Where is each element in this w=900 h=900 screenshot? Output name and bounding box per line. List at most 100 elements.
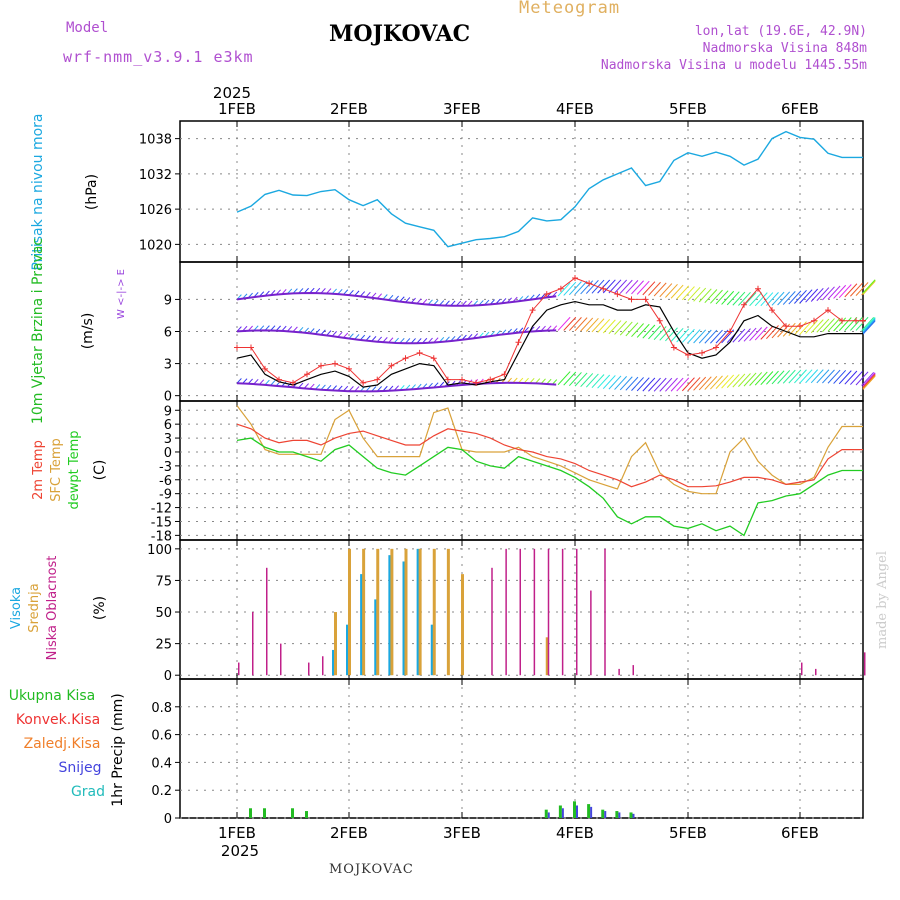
cloud-bar <box>815 668 817 676</box>
y-tick-label: 50 <box>155 606 172 621</box>
wind-barb <box>782 291 796 305</box>
temp-unit: (C) <box>92 460 108 481</box>
y-tick-label: 0.6 <box>151 729 172 744</box>
cloud-bar <box>360 574 364 676</box>
precip-bar <box>629 812 633 818</box>
wind-barb <box>777 370 791 384</box>
cloud-bar <box>238 662 240 676</box>
snow-bar <box>576 805 578 818</box>
wind-barb <box>850 282 863 297</box>
precip-bar <box>291 808 294 818</box>
wind-gust-marker <box>416 349 423 356</box>
wind-barb <box>574 280 588 295</box>
precip-bar <box>544 809 548 818</box>
snow-bar <box>632 813 635 818</box>
wind-barb <box>794 289 807 304</box>
wind-barb <box>805 288 819 303</box>
wind-barb <box>659 283 673 298</box>
wind-barb <box>827 317 841 332</box>
wind-barb <box>698 376 712 391</box>
cloud-bar <box>545 637 549 676</box>
wind-gust-marker <box>670 344 677 351</box>
precip-bar <box>305 811 308 818</box>
y-tick-label: 75 <box>155 574 172 589</box>
wind-barb <box>715 329 729 344</box>
cloud-bar <box>533 548 536 676</box>
wind-barb <box>625 376 639 391</box>
cloud-bar <box>432 548 436 676</box>
wind-barb <box>636 280 650 295</box>
snow-bar <box>561 808 564 818</box>
wind-barb <box>749 372 763 386</box>
wind-barb <box>625 280 639 294</box>
wind-barb <box>810 369 824 384</box>
wind-gust-marker <box>628 296 635 303</box>
pressure-unit: (hPa) <box>84 174 100 210</box>
precip-bar <box>249 808 252 818</box>
day-label-bottom: 1FEB <box>218 824 256 842</box>
precip-bar <box>615 811 619 818</box>
cloud-bar <box>864 652 866 676</box>
cloud-bar <box>446 548 450 676</box>
wind-barb <box>749 327 763 342</box>
wind-barb <box>687 329 701 344</box>
wind-barb <box>693 329 707 344</box>
y-tick-label: 0.4 <box>151 756 172 771</box>
wind-barb <box>670 284 684 299</box>
day-label-top: 6FEB <box>781 100 819 118</box>
cloud-bar <box>266 567 268 676</box>
wind-barb <box>704 329 718 344</box>
model-elevation-label: Nadmorska Visina u modelu 1445.55m <box>600 58 867 73</box>
wind-barb <box>710 289 723 304</box>
wind-barb <box>732 328 746 343</box>
wind-barb <box>850 371 863 385</box>
y-tick-label: -6 <box>159 474 172 489</box>
day-label-bottom: 2FEB <box>330 824 368 842</box>
wind-gust-marker <box>600 285 607 292</box>
cloud-bar <box>519 548 521 676</box>
wind-gust-marker <box>430 355 437 362</box>
wind-barb <box>557 282 571 297</box>
wind-gust-marker <box>685 352 691 359</box>
wind-barb <box>862 320 876 335</box>
wind-gust-marker <box>656 317 663 324</box>
wind-barb <box>676 377 690 392</box>
wind-barb <box>844 370 858 385</box>
wind-barb <box>738 373 751 387</box>
wind-barb <box>788 290 802 305</box>
cloud-bar <box>547 548 550 676</box>
lonlat-label: lon,lat (19.6E, 42.9N) <box>694 24 867 39</box>
y-tick-label: 0 <box>164 812 172 827</box>
cloud-bar <box>252 612 254 676</box>
wind-barb <box>670 377 684 392</box>
wind-gust-marker <box>318 362 324 369</box>
wind-gust-marker <box>248 344 254 351</box>
panel-0: 1020 1026 1032 1038 <box>139 120 864 263</box>
wind-barb <box>822 318 835 333</box>
wind-gust-marker <box>543 291 550 298</box>
wind-barb <box>850 316 863 331</box>
wind-barb <box>585 280 599 294</box>
wind-gust-marker <box>727 328 733 335</box>
wind-barb <box>653 282 667 297</box>
wind-gust-marker <box>374 376 381 383</box>
wind-barb <box>743 292 757 307</box>
wind-gust-marker <box>290 379 296 386</box>
wind-barb <box>580 317 594 332</box>
wind-gust-marker <box>473 379 480 386</box>
wind-barb <box>585 373 599 388</box>
wind-barb <box>721 374 735 389</box>
wind-barb <box>760 292 774 307</box>
wind-barb <box>625 322 639 337</box>
wind-barb <box>602 375 616 390</box>
wind-barb <box>687 377 701 391</box>
wind-barb <box>810 319 824 334</box>
wind-gust-marker <box>783 323 789 330</box>
year-label-bottom: 2025 <box>221 842 259 860</box>
cloud-title-2: Niska Oblacnost <box>45 556 60 661</box>
wind-barb <box>574 317 588 332</box>
wind-unit: (m/s) <box>80 313 96 350</box>
y-tick-label: 9 <box>164 404 172 419</box>
y-tick-label: 1026 <box>139 203 172 218</box>
